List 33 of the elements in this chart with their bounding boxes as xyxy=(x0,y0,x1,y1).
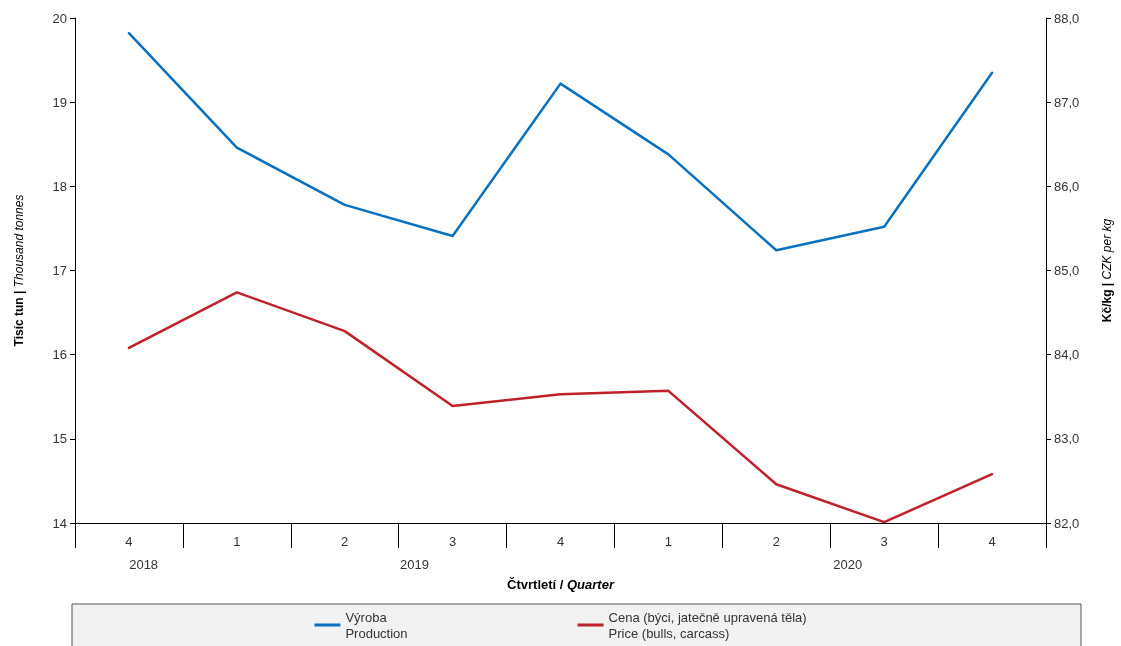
line-series xyxy=(127,291,994,524)
legend-label: Výroba Production xyxy=(345,609,408,641)
x-tick-label: 2 xyxy=(772,534,780,549)
y-tick-label: 17 xyxy=(52,263,67,278)
x-tick-label: 4 xyxy=(988,534,996,549)
x-tick-label: 1 xyxy=(233,534,241,549)
text: 2019 xyxy=(400,557,429,572)
y-tick-label: 20 xyxy=(52,10,67,26)
y2-tick-label: 85,0 xyxy=(1054,263,1080,278)
y2-axis-title: Kč/kg | CZK per kg xyxy=(1100,218,1114,323)
x-tick-label: 1 xyxy=(664,534,673,549)
y2-tick-label: 88,0 xyxy=(1054,10,1080,26)
x-tick-label: 4 xyxy=(125,534,133,549)
legend-label: Cena (býci, jatečně upravená těla) Price (bulls, carcass) xyxy=(608,609,807,641)
y-axis-title: Tisíc tun | Thousand tonnes xyxy=(12,194,26,347)
text: 2018 xyxy=(129,557,159,572)
y2-tick-label: 87,0 xyxy=(1054,94,1080,110)
y-tick-label: 15 xyxy=(52,431,67,447)
line-series xyxy=(127,31,994,252)
y2-tick-label: 86,0 xyxy=(1054,178,1080,194)
x-tick-label: 3 xyxy=(880,534,888,549)
y-tick-label: 19 xyxy=(52,94,67,110)
x-tick-label: 3 xyxy=(448,534,457,549)
y-tick-label: 14 xyxy=(52,515,67,531)
text: 2020 xyxy=(833,557,863,572)
x-axis-title: Čtvrtletí / Quarter xyxy=(507,577,615,592)
y2-tick-label: 84,0 xyxy=(1054,347,1080,363)
x-tick-label: 2 xyxy=(341,534,349,549)
y-tick-label: 18 xyxy=(52,178,67,194)
y2-tick-label: 82,0 xyxy=(1054,515,1080,531)
y2-tick-label: 83,0 xyxy=(1054,431,1080,447)
y-tick-label: 16 xyxy=(52,347,67,363)
x-tick-label: 4 xyxy=(556,534,565,549)
